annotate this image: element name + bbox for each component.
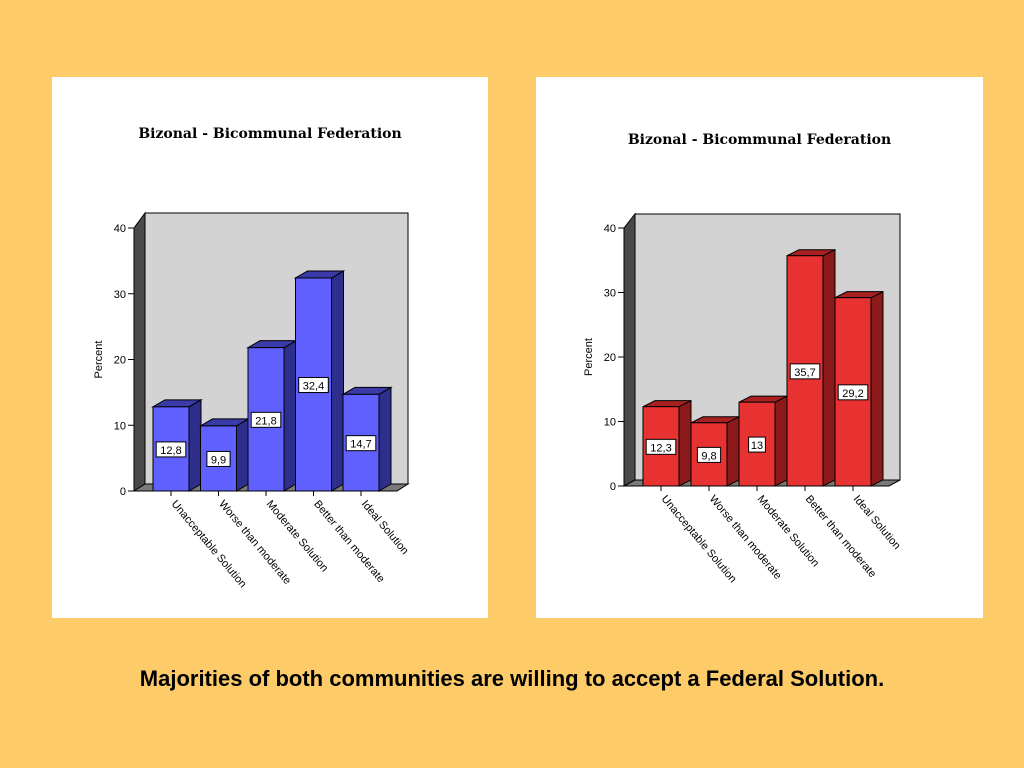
data-label-box xyxy=(206,450,231,467)
data-label-box xyxy=(155,441,187,458)
y-tick-label: 20 xyxy=(114,355,126,367)
data-label-box xyxy=(250,411,282,428)
y-tick-label: 20 xyxy=(604,352,616,364)
slide-caption: Majorities of both communities are willi… xyxy=(139,666,885,691)
bar-side xyxy=(378,386,392,492)
data-label: 21,8 xyxy=(255,415,276,427)
bar-side xyxy=(822,248,836,487)
data-label-box xyxy=(345,435,377,452)
data-label-box xyxy=(789,363,821,380)
y-axis-label: Percent xyxy=(583,338,595,376)
data-label: 32,4 xyxy=(303,380,324,392)
y-tick-label: 40 xyxy=(604,223,616,235)
data-label-box xyxy=(748,436,766,453)
y-tick-label: 30 xyxy=(604,288,616,300)
bar-side xyxy=(870,290,884,487)
plot-side-wall xyxy=(133,211,146,492)
data-label-box xyxy=(837,384,869,401)
chart-title: Bizonal - Bicommunal Federation xyxy=(627,132,892,148)
data-label: 12,8 xyxy=(160,445,181,457)
bar-side xyxy=(678,399,692,487)
data-label: 29,2 xyxy=(842,388,863,400)
bar-side xyxy=(331,270,344,492)
data-label: 35,7 xyxy=(794,367,815,379)
chart-panel-left: Bizonal - Bicommunal Federation 0 10 20 30 4… xyxy=(52,77,488,618)
chart-title: Bizonal - Bicommunal Federation xyxy=(138,126,402,142)
bar-side xyxy=(283,339,297,492)
plot-side-wall xyxy=(623,212,636,487)
y-axis-label: Percent xyxy=(93,341,105,379)
chart-panel-right: Bizonal - Bicommunal Federation 0 10 20 30 4… xyxy=(536,77,983,618)
y-tick-label: 0 xyxy=(610,481,616,493)
data-label: 14,7 xyxy=(350,439,371,451)
data-label: 12,3 xyxy=(650,442,671,454)
y-tick-label: 30 xyxy=(114,289,126,301)
data-label: 13 xyxy=(751,440,763,452)
data-label: 9,8 xyxy=(701,450,716,462)
data-label: 9,9 xyxy=(211,454,226,466)
y-tick-label: 0 xyxy=(120,486,126,498)
data-label-box xyxy=(696,446,722,463)
x-tick-label: Ideal Solution xyxy=(851,493,903,552)
bar-side xyxy=(188,398,202,492)
y-tick-label: 10 xyxy=(114,420,126,432)
bar-side xyxy=(236,418,249,492)
data-label-box xyxy=(298,376,329,393)
bar-side xyxy=(774,395,788,487)
data-label-box xyxy=(645,438,677,455)
x-tick-label: Ideal Solution xyxy=(359,498,411,557)
bar-side xyxy=(726,415,740,487)
y-tick-label: 40 xyxy=(114,223,126,235)
y-tick-label: 10 xyxy=(604,417,616,429)
